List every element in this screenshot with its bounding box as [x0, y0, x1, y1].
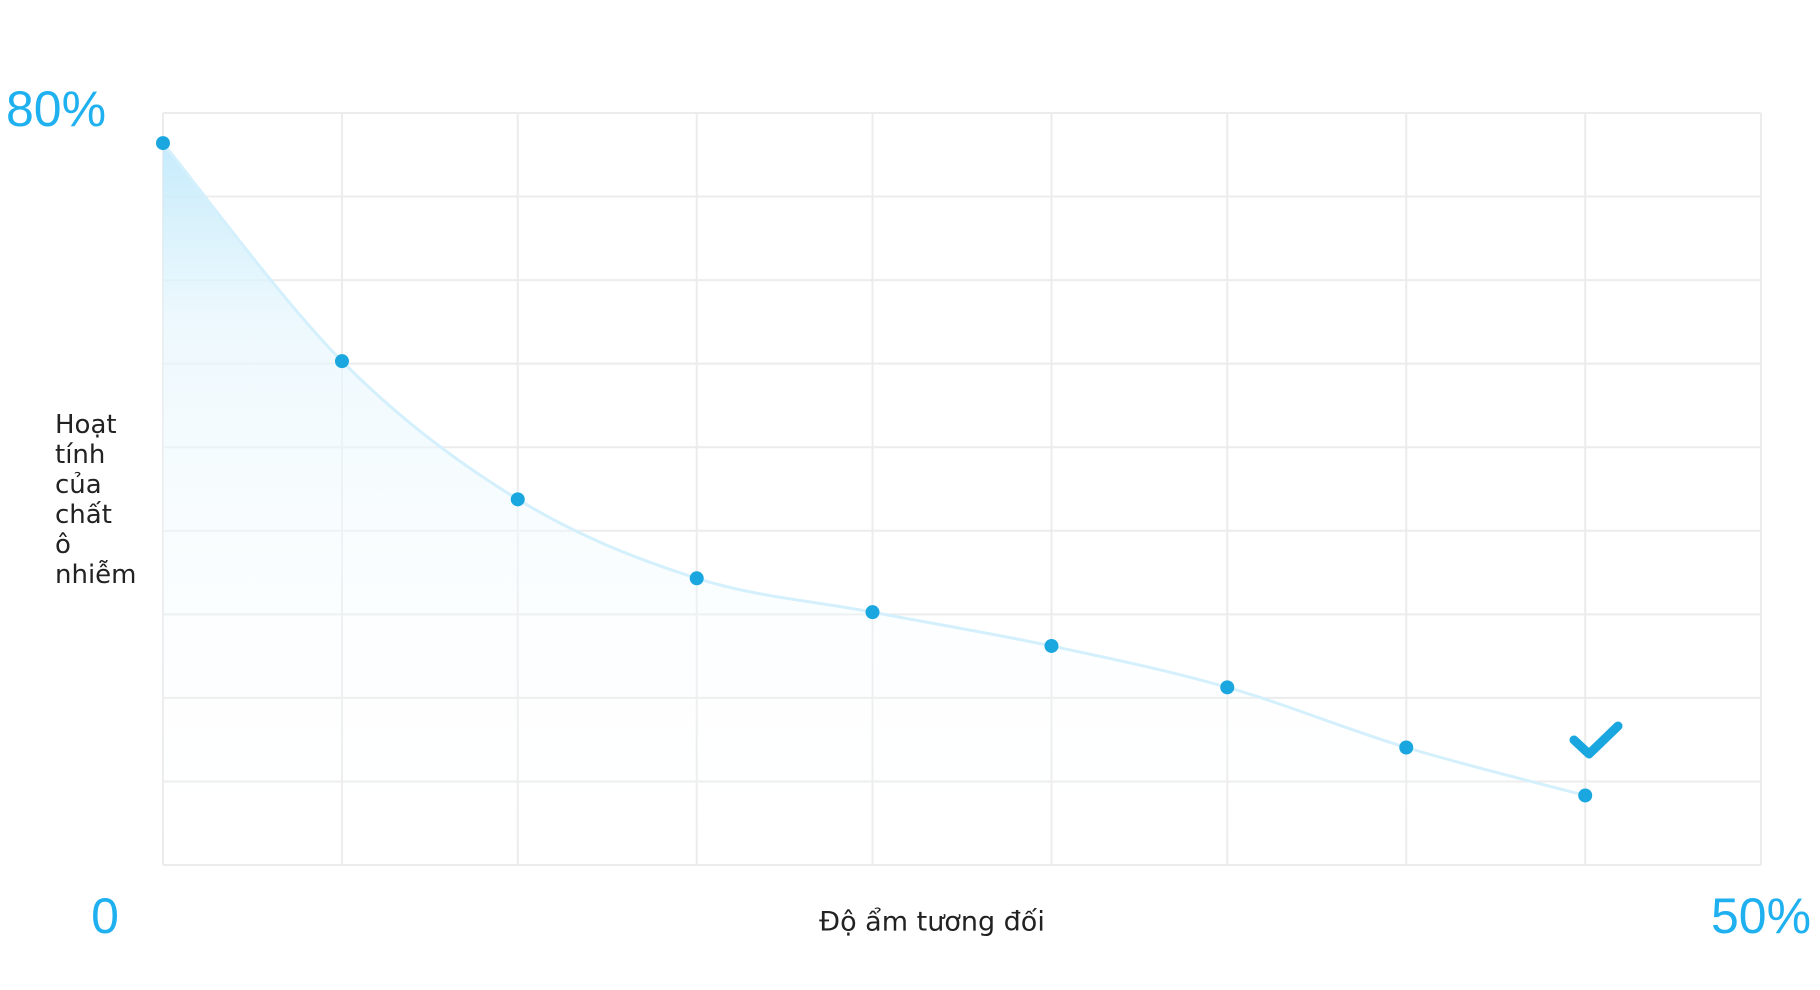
- point: [865, 605, 880, 620]
- point: [1044, 638, 1059, 653]
- point: [156, 136, 170, 151]
- x-tick-label: 0: [91, 888, 119, 944]
- point: [334, 354, 349, 369]
- x-tick-label: 50%: [1711, 888, 1811, 944]
- y-tick-label: 80%: [6, 81, 106, 137]
- area: [163, 143, 1586, 865]
- x-axis-label: Độ ẩm tương đối: [819, 907, 1045, 938]
- check-icon: [1569, 721, 1623, 759]
- point: [1399, 740, 1414, 755]
- line: [161, 142, 1586, 797]
- point: [1220, 680, 1235, 695]
- point: [1578, 788, 1593, 803]
- y-axis-label: Hoạt tính của chất ô nhiễm: [55, 410, 137, 590]
- point: [689, 571, 704, 586]
- point: [510, 492, 525, 507]
